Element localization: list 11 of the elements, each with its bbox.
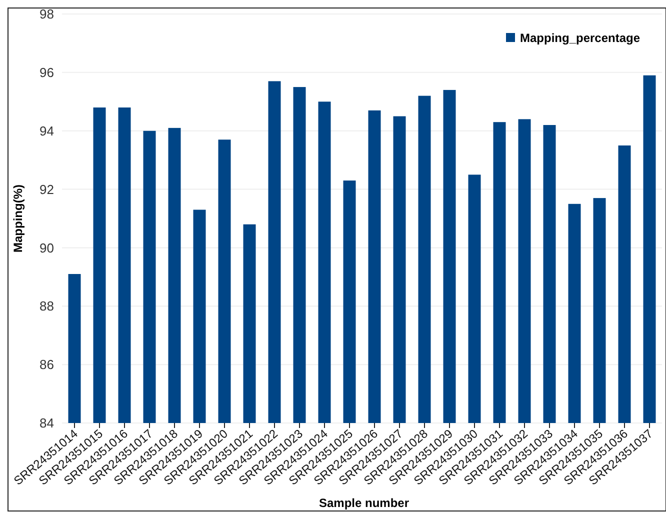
y-tick-label: 92 — [40, 182, 54, 197]
y-tick-label: 98 — [40, 6, 54, 22]
y-axis-title: Mapping(%) — [11, 184, 25, 252]
y-tick-label: 88 — [40, 298, 54, 314]
y-tick-label: 96 — [40, 64, 54, 80]
y-tick-label: 86 — [40, 357, 54, 372]
legend-label: Mapping_percentage — [520, 31, 640, 46]
y-tick-label: 90 — [40, 240, 54, 256]
y-tick-label: 84 — [40, 416, 54, 431]
y-tick-label: 94 — [40, 123, 54, 138]
x-axis-title: Sample number — [318, 496, 410, 510]
